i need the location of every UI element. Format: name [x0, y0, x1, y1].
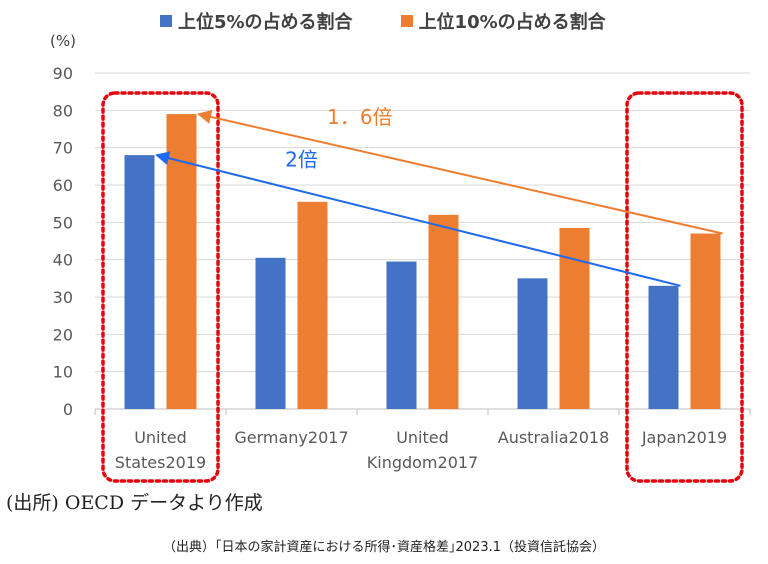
y-tick-label: 40: [53, 251, 73, 270]
bar: [648, 285, 679, 409]
x-tick-label: Germany2017: [234, 428, 348, 447]
highlight-box: [101, 91, 220, 483]
y-tick-label: 90: [53, 64, 73, 83]
y-tick-label: 10: [53, 363, 73, 382]
comparison-arrow: [197, 110, 723, 235]
x-tick-label: United: [134, 428, 187, 447]
bar-chart: 0 10 20 30 40 50 60 70 80 90 United States2019 Germa…: [53, 64, 751, 483]
x-tick-label: Australia2018: [498, 428, 610, 447]
x-tick-label: Japan2019: [641, 428, 727, 447]
legend-label-top10: 上位10%の占める割合: [418, 12, 606, 33]
bar: [559, 227, 590, 409]
bar: [386, 261, 417, 409]
bar: [255, 257, 286, 409]
legend: 上位5%の占める割合 上位10%の占める割合: [160, 8, 606, 34]
source-line: (出所) OECD データより作成: [6, 492, 263, 514]
y-tick-label: 30: [53, 288, 73, 307]
bar: [517, 278, 548, 409]
y-tick-label: 70: [53, 139, 73, 158]
x-tick-label: Kingdom2017: [367, 453, 478, 472]
legend-item-top10: 上位10%の占める割合: [400, 8, 606, 34]
x-tick-label: United: [396, 428, 449, 447]
legend-swatch-top10: [400, 15, 413, 27]
bar: [690, 233, 721, 409]
legend-swatch-top5: [160, 15, 172, 27]
comparison-label: 2倍: [285, 148, 318, 172]
y-tick-label: 60: [53, 176, 73, 195]
comparison-label: 1．6倍: [327, 105, 392, 129]
legend-item-top5: 上位5%の占める割合: [160, 8, 353, 34]
legend-label-top5: 上位5%の占める割合: [178, 12, 353, 33]
citation: （出典）｢日本の家計資産における所得･資産格差｣2023.1（投資信託協会）: [163, 540, 605, 555]
y-tick-label: 0: [63, 400, 73, 419]
comparison-arrow: [155, 151, 681, 287]
bar: [428, 214, 459, 409]
x-tick-label: States2019: [115, 453, 206, 472]
y-unit-label: (%): [50, 32, 76, 50]
highlight-box: [625, 91, 744, 483]
y-tick-label: 50: [53, 213, 73, 232]
y-tick-label: 20: [53, 325, 73, 344]
bar: [297, 201, 328, 409]
bar: [124, 155, 155, 409]
y-tick-label: 80: [53, 101, 73, 120]
